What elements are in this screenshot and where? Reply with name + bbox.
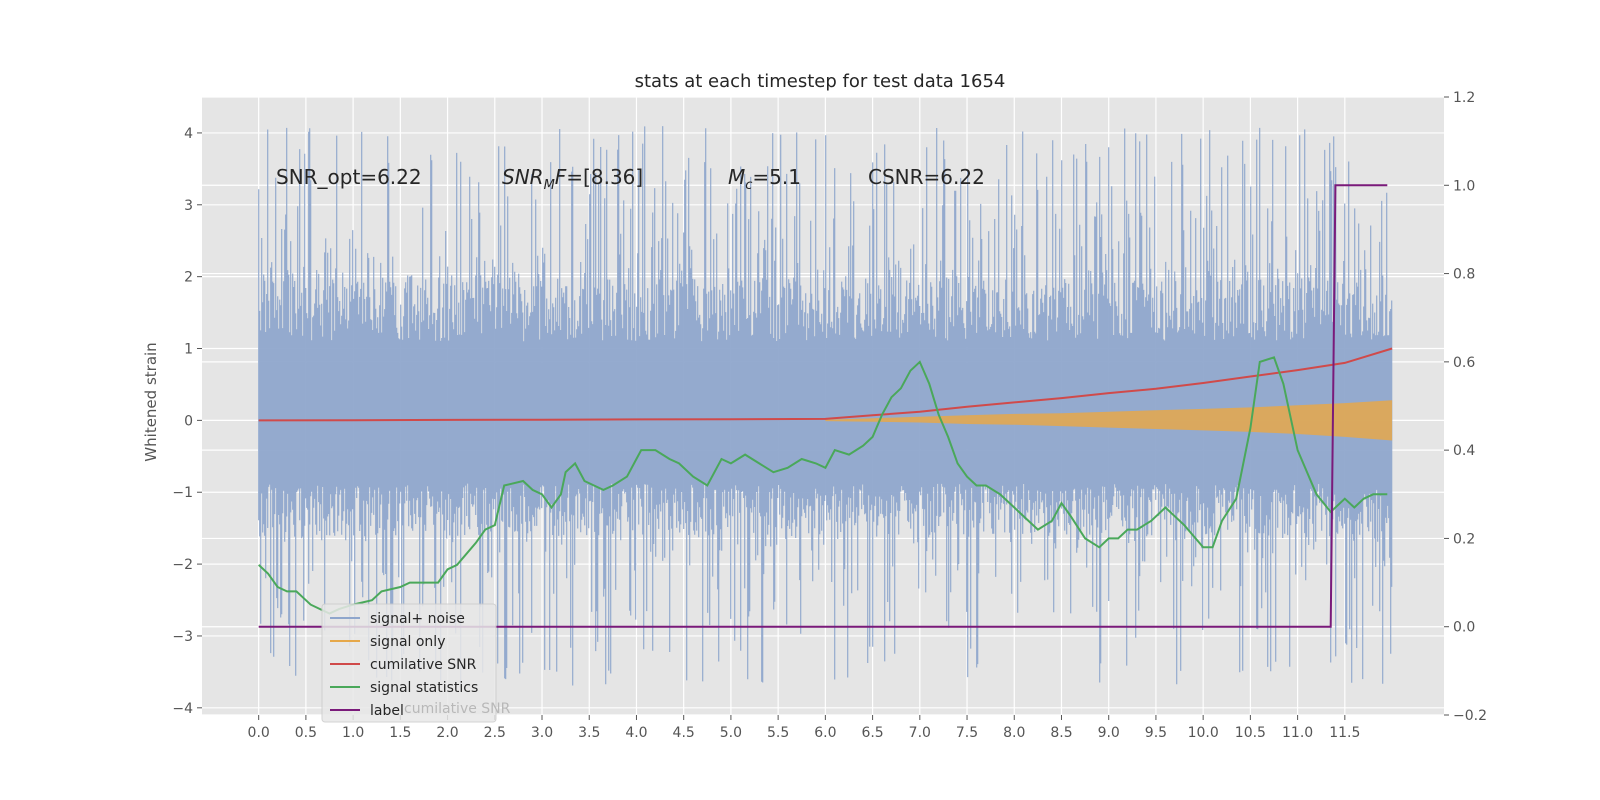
x-tick-label: 6.0 — [814, 725, 836, 741]
y2-tick-label: −0.2 — [1453, 708, 1487, 724]
annotation-snr-mf-main: SNR — [502, 165, 544, 189]
x-tick-label: 1.0 — [342, 725, 364, 741]
y-tick-label: 2 — [184, 270, 193, 286]
x-tick-label: 1.5 — [389, 725, 411, 741]
y-tick-label: −4 — [172, 701, 193, 717]
y2-tick-label: 0.0 — [1453, 620, 1475, 636]
annotation-csnr: CSNR=6.22 — [868, 165, 985, 189]
x-tick-label: 10.0 — [1188, 725, 1219, 741]
annotation-snr-mf: SNRMF=[8.36] — [502, 165, 643, 193]
legend-label: signal+ noise — [370, 611, 465, 627]
y2-tick-label: 0.6 — [1453, 355, 1475, 371]
x-tick-label: 7.0 — [909, 725, 931, 741]
y-axis-label: Whitened strain — [142, 342, 160, 461]
annotation-mc-sub: c — [745, 178, 752, 193]
y-tick-label: 0 — [184, 413, 193, 429]
legend: cumilative SNR signal+ noise signal only c… — [321, 603, 511, 723]
legend-box — [321, 603, 497, 723]
legend-label: signal only — [370, 634, 445, 650]
x-tick-label: 9.0 — [1098, 725, 1120, 741]
x-tick-label: 0.5 — [295, 725, 317, 741]
y-tick-label: 1 — [184, 342, 193, 358]
x-tick-label: 5.5 — [767, 725, 789, 741]
x-tick-label: 11.5 — [1329, 725, 1360, 741]
annotation-mc-main: M — [728, 165, 745, 189]
x-tick-label: 4.0 — [625, 725, 647, 741]
x-tick-label: 10.5 — [1235, 725, 1266, 741]
x-tick-label: 6.5 — [861, 725, 883, 741]
y2-tick-label: 0.2 — [1453, 531, 1475, 547]
y2-tick-label: 0.8 — [1453, 267, 1475, 283]
label-step-line — [258, 184, 1388, 628]
signal-statistics-line — [258, 356, 1388, 615]
legend-label: cumilative SNR — [370, 657, 477, 673]
annotation-mc-value: =5.1 — [752, 165, 801, 189]
y2-tick-label: 1.2 — [1453, 90, 1475, 106]
annotation-snr-opt: SNR_opt=6.22 — [276, 165, 422, 189]
x-tick-label: 11.0 — [1282, 725, 1313, 741]
y-tick-label: −3 — [172, 629, 193, 645]
x-tick-label: 2.0 — [436, 725, 458, 741]
axis-ticks: 0.0 0.5 1.0 1.5 2.0 2.5 3.0 3.5 4.0 4.5 5.0 5.5 6.0 6… — [172, 90, 1487, 741]
y2-tick-label: 0.4 — [1453, 443, 1475, 459]
y-tick-label: 3 — [184, 198, 193, 214]
chart-title: stats at each timestep for test data 165… — [635, 71, 1006, 92]
y-tick-label: −2 — [172, 557, 193, 573]
annotation-snr-mf-sub: M — [544, 178, 555, 193]
legend-hidden-entry: cumilative SNR — [404, 701, 511, 717]
x-tick-label: 3.5 — [578, 725, 600, 741]
x-tick-label: 8.0 — [1003, 725, 1025, 741]
annotation-snr-mf-tail: F — [555, 165, 567, 189]
x-tick-label: 8.5 — [1050, 725, 1072, 741]
x-tick-label: 2.5 — [484, 725, 506, 741]
y2-tick-label: 1.0 — [1453, 178, 1475, 194]
x-tick-label: 4.5 — [673, 725, 695, 741]
annotation-snr-mf-value: =[8.36] — [566, 165, 643, 189]
x-tick-label: 5.0 — [720, 725, 742, 741]
legend-label: signal statistics — [370, 680, 478, 696]
cumulative-snr-line — [258, 347, 1393, 422]
x-tick-label: 7.5 — [956, 725, 978, 741]
annotation-mc: Mc=5.1 — [728, 165, 801, 193]
y-tick-label: −1 — [172, 485, 193, 501]
legend-label: label — [370, 703, 404, 719]
x-tick-label: 3.0 — [531, 725, 553, 741]
y-tick-label: 4 — [184, 126, 193, 142]
x-tick-label: 9.5 — [1145, 725, 1167, 741]
x-tick-label: 0.0 — [248, 725, 270, 741]
